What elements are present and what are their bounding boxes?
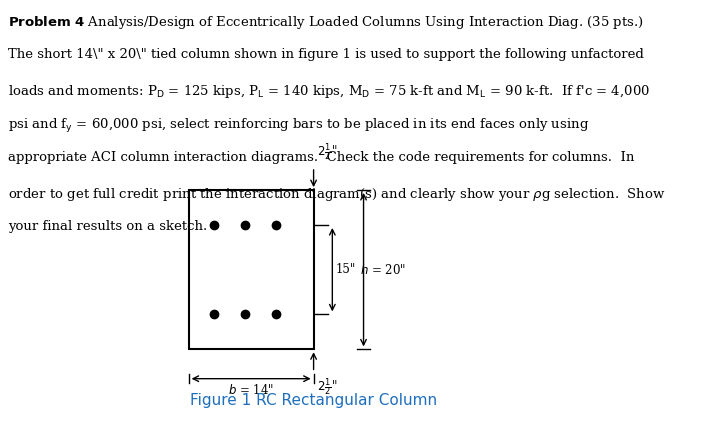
Text: $2\frac{1}{2}$": $2\frac{1}{2}$" xyxy=(317,141,337,163)
Text: Figure 1 RC Rectangular Column: Figure 1 RC Rectangular Column xyxy=(190,393,437,408)
Text: appropriate ACI column interaction diagrams.  Check the code requirements for co: appropriate ACI column interaction diagr… xyxy=(7,151,634,165)
Text: $\mathbf{Problem\ 4}$ Analysis/Design of Eccentrically Loaded Columns Using Inte: $\mathbf{Problem\ 4}$ Analysis/Design of… xyxy=(7,14,643,31)
Text: The short 14\" x 20\" tied column shown in figure 1 is used to support the follo: The short 14\" x 20\" tied column shown … xyxy=(7,49,643,61)
Text: $h$ = 20": $h$ = 20" xyxy=(361,262,406,277)
Text: $2\frac{1}{2}$": $2\frac{1}{2}$" xyxy=(317,376,337,398)
Text: your final results on a sketch.: your final results on a sketch. xyxy=(7,220,207,233)
Bar xyxy=(189,190,313,349)
Text: order to get full credit print the interaction diagram(s) and clearly show your : order to get full credit print the inter… xyxy=(7,186,665,203)
Text: 15": 15" xyxy=(335,263,356,276)
Text: $b$ = 14": $b$ = 14" xyxy=(228,383,274,397)
Text: psi and f$_\mathrm{y}$ = 60,000 psi, select reinforcing bars to be placed in its: psi and f$_\mathrm{y}$ = 60,000 psi, sel… xyxy=(7,117,589,135)
Text: loads and moments: P$_\mathrm{D}$ = 125 kips, P$_\mathrm{L}$ = 140 kips, M$_\mat: loads and moments: P$_\mathrm{D}$ = 125 … xyxy=(7,83,650,100)
